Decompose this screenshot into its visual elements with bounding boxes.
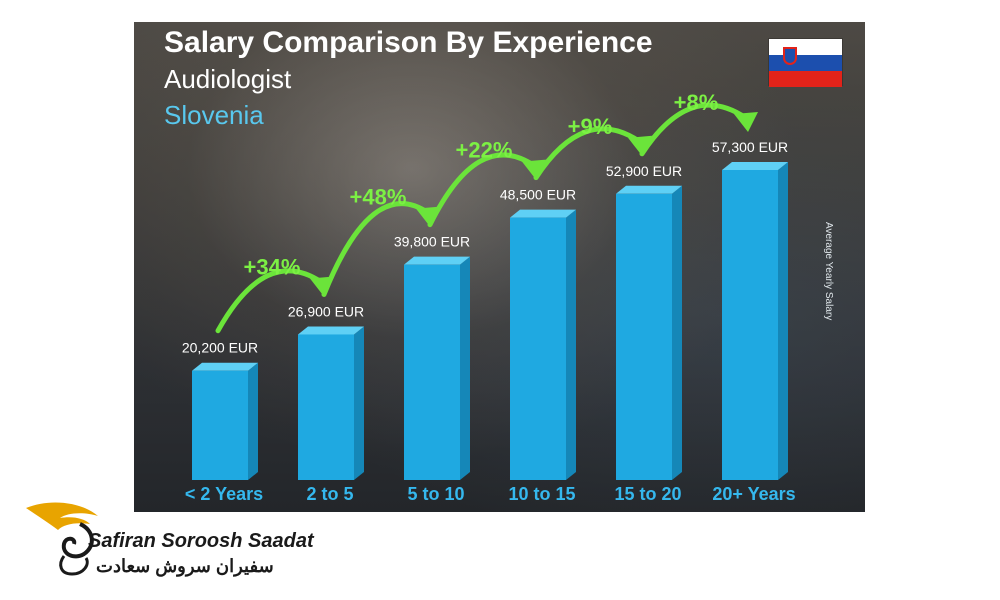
category-label: 2 to 5 (306, 484, 353, 504)
increase-arrow (639, 102, 749, 157)
bar (192, 370, 248, 480)
increase-arrow (321, 201, 431, 297)
increase-arrow (427, 152, 537, 228)
bar-side (672, 185, 682, 480)
bar-side (460, 256, 470, 480)
chart-panel: 20,200 EUR < 2 Years 26,900 EUR 2 to 5 39,80… (134, 22, 865, 512)
y-axis-label: Average Yearly Salary (823, 222, 834, 321)
brand-logo-icon (26, 502, 98, 576)
slovenia-flag-icon (768, 38, 843, 87)
value-label: 26,900 EUR (288, 303, 364, 319)
chart-country: Slovenia (164, 100, 264, 130)
value-label: 48,500 EUR (500, 187, 576, 203)
bar (298, 334, 354, 480)
bar (510, 217, 566, 480)
bar (404, 264, 460, 480)
increase-arrow (215, 268, 325, 334)
increase-label: +8% (674, 90, 719, 115)
bar-side (566, 209, 576, 480)
increase-arrowhead (628, 135, 652, 156)
brand-name-fa: سفیران سروش سعادت (96, 556, 274, 576)
brand-name: Safiran Soroosh Saadat (88, 530, 314, 552)
bar-top (298, 326, 364, 335)
category-label: 5 to 10 (407, 484, 464, 504)
bar-side (354, 326, 364, 480)
value-label: 52,900 EUR (606, 163, 682, 179)
increase-label: +9% (568, 114, 613, 139)
bar (722, 170, 778, 480)
bar-top (510, 209, 576, 218)
bar-top (192, 362, 258, 371)
value-label: 20,200 EUR (182, 340, 258, 356)
category-label: 10 to 15 (508, 484, 575, 504)
chart-title: Salary Comparison By Experience (164, 26, 653, 59)
increase-label: +22% (456, 138, 513, 163)
value-label: 39,800 EUR (394, 234, 470, 250)
category-label: 20+ Years (712, 484, 795, 504)
increase-arrowhead (522, 159, 546, 180)
increase-label: +48% (350, 185, 407, 210)
bar-top (404, 256, 470, 265)
increase-label: +34% (244, 254, 301, 279)
bar-side (778, 162, 788, 480)
category-label: < 2 Years (185, 484, 263, 504)
bar-side (248, 362, 258, 480)
increase-arrowhead (734, 112, 758, 132)
chart-subtitle: Audiologist (164, 64, 292, 94)
bar-top (722, 162, 788, 170)
bar-chart: 20,200 EUR < 2 Years 26,900 EUR 2 to 5 39,80… (182, 90, 796, 504)
value-label: 57,300 EUR (712, 139, 788, 155)
bar (616, 193, 672, 480)
bar-top (616, 185, 682, 194)
increase-arrow (533, 126, 643, 181)
category-label: 15 to 20 (614, 484, 681, 504)
